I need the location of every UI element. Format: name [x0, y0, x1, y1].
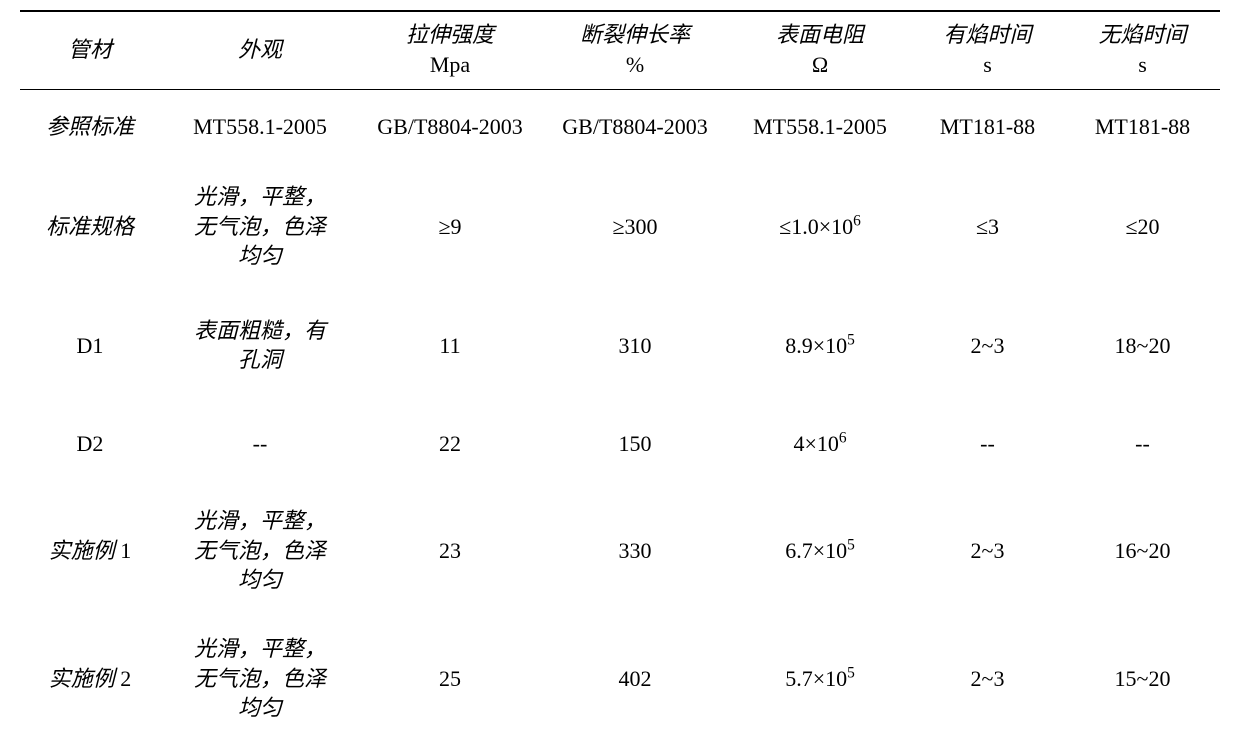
row-label: 实施例 1 [20, 486, 160, 614]
row-label: 标准规格 [20, 162, 160, 290]
table-cell: -- [910, 400, 1065, 486]
table-body: 参照标准MT558.1-2005GB/T8804-2003GB/T8804-20… [20, 90, 1220, 742]
table-cell: ≤1.0×106 [730, 162, 910, 290]
table-cell: 光滑，平整，无气泡，色泽均匀 [160, 486, 360, 614]
table-cell: 5.7×105 [730, 614, 910, 742]
table-cell: 402 [540, 614, 730, 742]
table-cell: ≥300 [540, 162, 730, 290]
col-header-6: 无焰时间 s [1065, 11, 1220, 90]
table-cell: MT181-88 [1065, 90, 1220, 163]
table-cell: 2~3 [910, 290, 1065, 400]
col-header-6-main: 无焰时间 [1098, 22, 1186, 47]
table-cell: 15~20 [1065, 614, 1220, 742]
table-cell: 150 [540, 400, 730, 486]
col-header-1: 外观 [160, 11, 360, 90]
col-header-4-sub: Ω [812, 52, 828, 77]
col-header-5-sub: s [983, 52, 992, 77]
table-cell: 光滑，平整，无气泡，色泽均匀 [160, 614, 360, 742]
table-cell: -- [160, 400, 360, 486]
table-cell: 16~20 [1065, 486, 1220, 614]
table-cell: 8.9×105 [730, 290, 910, 400]
table-cell: 6.7×105 [730, 486, 910, 614]
table-cell: ≤3 [910, 162, 1065, 290]
table-cell: MT558.1-2005 [730, 90, 910, 163]
col-header-0-main: 管材 [68, 37, 112, 62]
table-cell: 23 [360, 486, 540, 614]
table-header: 管材 外观 拉伸强度 Mpa 断裂伸长率% 表面电阻 Ω 有焰时间 s 无焰时间 s [20, 11, 1220, 90]
col-header-3-sub: % [626, 52, 644, 77]
table-row: 参照标准MT558.1-2005GB/T8804-2003GB/T8804-20… [20, 90, 1220, 163]
table-cell: ≤20 [1065, 162, 1220, 290]
table-cell: 18~20 [1065, 290, 1220, 400]
col-header-3: 断裂伸长率% [540, 11, 730, 90]
table-header-row: 管材 外观 拉伸强度 Mpa 断裂伸长率% 表面电阻 Ω 有焰时间 s 无焰时间 s [20, 11, 1220, 90]
col-header-2: 拉伸强度 Mpa [360, 11, 540, 90]
col-header-6-sub: s [1138, 52, 1147, 77]
table-cell: MT181-88 [910, 90, 1065, 163]
col-header-3-main: 断裂伸长率 [580, 22, 690, 47]
table-cell: 25 [360, 614, 540, 742]
row-label: D2 [20, 400, 160, 486]
data-table-container: 管材 外观 拉伸强度 Mpa 断裂伸长率% 表面电阻 Ω 有焰时间 s 无焰时间 s 参… [20, 10, 1220, 742]
row-label: 参照标准 [20, 90, 160, 163]
table-cell: MT558.1-2005 [160, 90, 360, 163]
col-header-0: 管材 [20, 11, 160, 90]
col-header-2-sub: Mpa [430, 52, 470, 77]
row-label: D1 [20, 290, 160, 400]
col-header-4: 表面电阻 Ω [730, 11, 910, 90]
table-cell: 表面粗糙，有孔洞 [160, 290, 360, 400]
col-header-5: 有焰时间 s [910, 11, 1065, 90]
table-cell: ≥9 [360, 162, 540, 290]
table-cell: 11 [360, 290, 540, 400]
col-header-5-main: 有焰时间 [943, 22, 1031, 47]
table-row: D2--221504×106---- [20, 400, 1220, 486]
table-cell: 330 [540, 486, 730, 614]
table-cell: 4×106 [730, 400, 910, 486]
table-cell: 2~3 [910, 486, 1065, 614]
table-cell: -- [1065, 400, 1220, 486]
table-row: 标准规格光滑，平整，无气泡，色泽均匀≥9≥300≤1.0×106≤3≤20 [20, 162, 1220, 290]
table-cell: 22 [360, 400, 540, 486]
table-row: 实施例 2光滑，平整，无气泡，色泽均匀254025.7×1052~315~20 [20, 614, 1220, 742]
table-row: 实施例 1光滑，平整，无气泡，色泽均匀233306.7×1052~316~20 [20, 486, 1220, 614]
table-cell: 2~3 [910, 614, 1065, 742]
table-cell: GB/T8804-2003 [360, 90, 540, 163]
data-table: 管材 外观 拉伸强度 Mpa 断裂伸长率% 表面电阻 Ω 有焰时间 s 无焰时间 s 参… [20, 10, 1220, 742]
table-row: D1表面粗糙，有孔洞113108.9×1052~318~20 [20, 290, 1220, 400]
col-header-4-main: 表面电阻 [776, 22, 864, 47]
table-cell: 光滑，平整，无气泡，色泽均匀 [160, 162, 360, 290]
col-header-2-main: 拉伸强度 [406, 22, 494, 47]
table-cell: GB/T8804-2003 [540, 90, 730, 163]
row-label: 实施例 2 [20, 614, 160, 742]
table-cell: 310 [540, 290, 730, 400]
col-header-1-main: 外观 [238, 37, 282, 62]
